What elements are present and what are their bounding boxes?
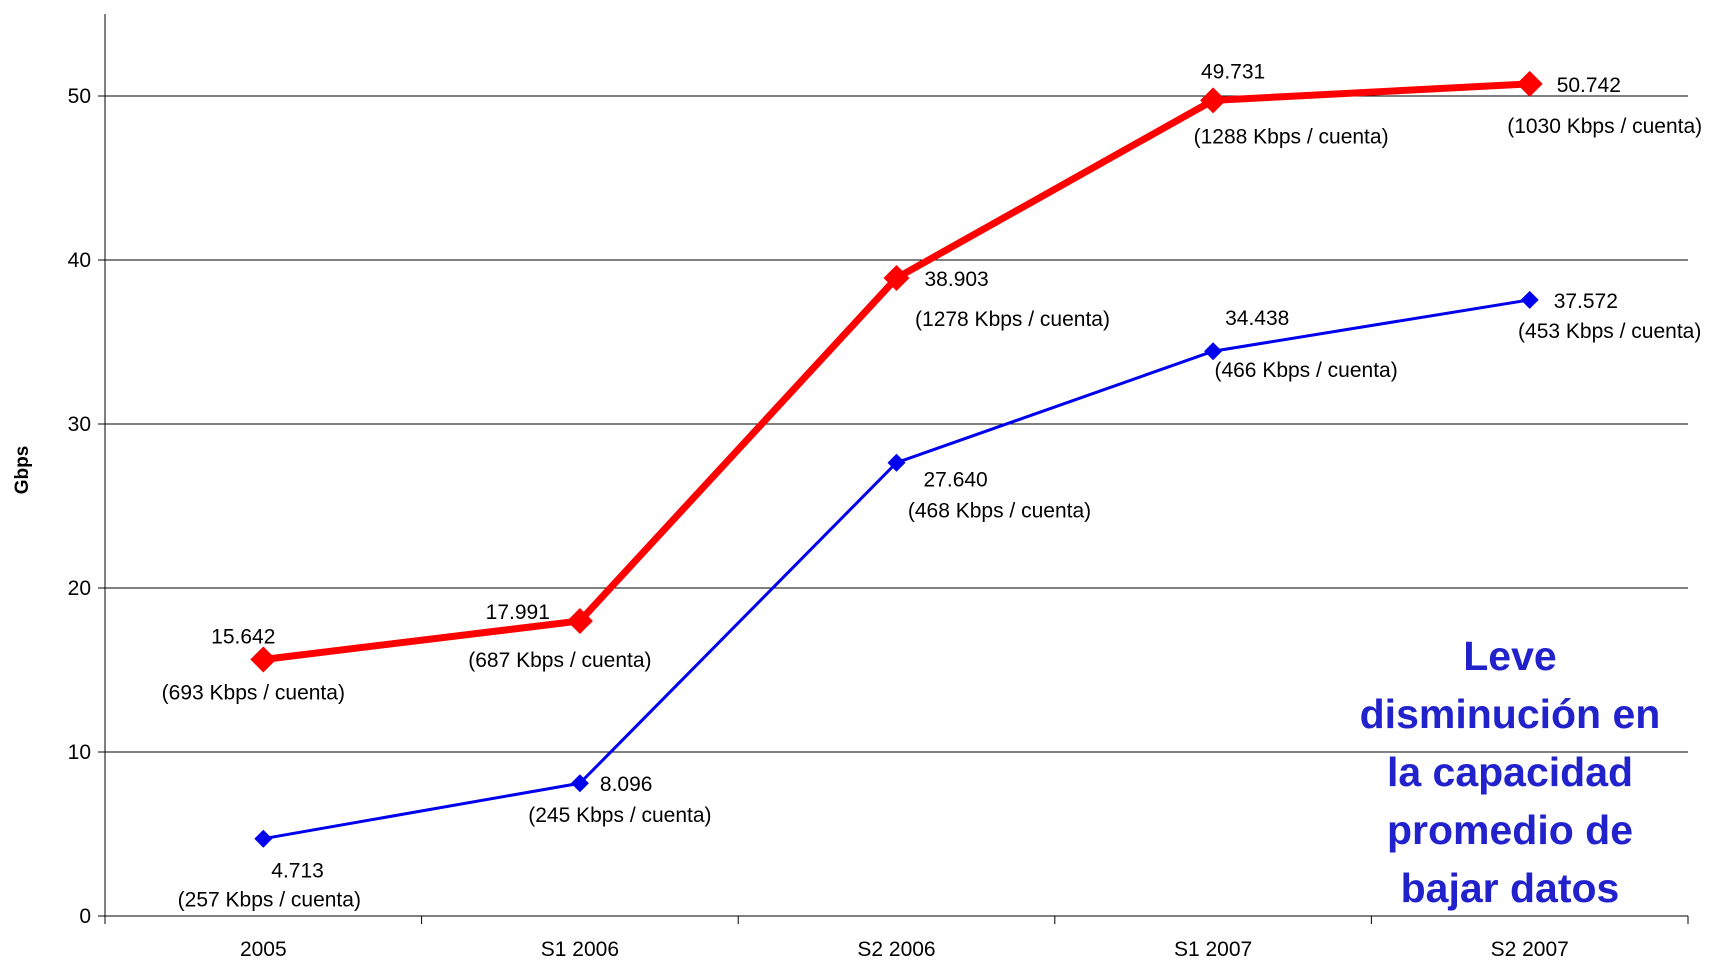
data-point-marker	[250, 646, 277, 673]
data-value-label: 15.642	[211, 625, 275, 648]
data-value-label: 38.903	[925, 268, 989, 291]
data-sub-label: (257 Kbps / cuenta)	[178, 889, 361, 912]
data-point-marker	[566, 607, 593, 634]
data-value-label: 49.731	[1201, 60, 1265, 83]
x-tick-label: S1 2007	[1174, 938, 1252, 961]
data-sub-label: (1030 Kbps / cuenta)	[1507, 115, 1702, 138]
annotation-line: bajar datos	[1401, 865, 1620, 911]
annotation-text: Leve disminución en la capacidad promedio d…	[1360, 633, 1661, 911]
data-point-marker	[883, 264, 910, 291]
annotation-line: disminución en	[1360, 691, 1661, 737]
x-tick-label: S2 2007	[1491, 938, 1569, 961]
data-value-label: 50.742	[1557, 74, 1621, 97]
y-axis-label: Gbps	[12, 446, 33, 495]
y-tick-label: 20	[68, 577, 91, 600]
data-point-marker	[1204, 342, 1223, 361]
gridlines	[105, 95, 1688, 753]
annotation-line: promedio de	[1387, 807, 1633, 853]
data-sub-label: (466 Kbps / cuenta)	[1214, 359, 1397, 382]
y-tick-label: 0	[79, 905, 91, 928]
data-value-label: 37.572	[1554, 290, 1618, 313]
data-value-label: 34.438	[1225, 307, 1289, 330]
data-point-marker	[570, 774, 589, 793]
data-point-marker	[1520, 290, 1539, 309]
data-point-marker	[1200, 87, 1227, 114]
y-tick-label: 50	[68, 85, 91, 108]
y-tick-label: 10	[68, 741, 91, 764]
series-lines	[250, 70, 1543, 848]
data-labels: 15.642 (693 Kbps / cuenta) 17.991 (687 Kbps…	[162, 60, 1703, 911]
data-point-marker	[1516, 70, 1543, 97]
data-value-label: 27.640	[924, 469, 988, 492]
x-tick-label: S2 2006	[857, 938, 935, 961]
data-sub-label: (1278 Kbps / cuenta)	[915, 308, 1110, 331]
data-sub-label: (693 Kbps / cuenta)	[162, 681, 345, 704]
y-tick-label: 40	[68, 249, 91, 272]
data-sub-label: (453 Kbps / cuenta)	[1518, 320, 1701, 343]
x-tick-label: S1 2006	[541, 938, 619, 961]
data-sub-label: (1288 Kbps / cuenta)	[1194, 125, 1389, 148]
annotation-line: la capacidad	[1387, 749, 1633, 795]
axes	[98, 14, 1689, 924]
data-point-marker	[254, 829, 273, 848]
data-sub-label: (468 Kbps / cuenta)	[908, 500, 1091, 523]
data-point-marker	[887, 453, 906, 472]
data-value-label: 8.096	[600, 773, 653, 796]
data-sub-label: (687 Kbps / cuenta)	[468, 649, 651, 672]
annotation-line: Leve	[1463, 633, 1556, 679]
y-tick-label: 30	[68, 413, 91, 436]
data-value-label: 17.991	[486, 601, 550, 624]
x-tick-label: 2005	[240, 938, 287, 961]
data-sub-label: (245 Kbps / cuenta)	[528, 804, 711, 827]
data-value-label: 4.713	[271, 860, 324, 883]
tick-labels: 0 10 20 30 40 50 2005 S1 2006 S2 2006 S1 2007 S2 2…	[68, 85, 1569, 961]
